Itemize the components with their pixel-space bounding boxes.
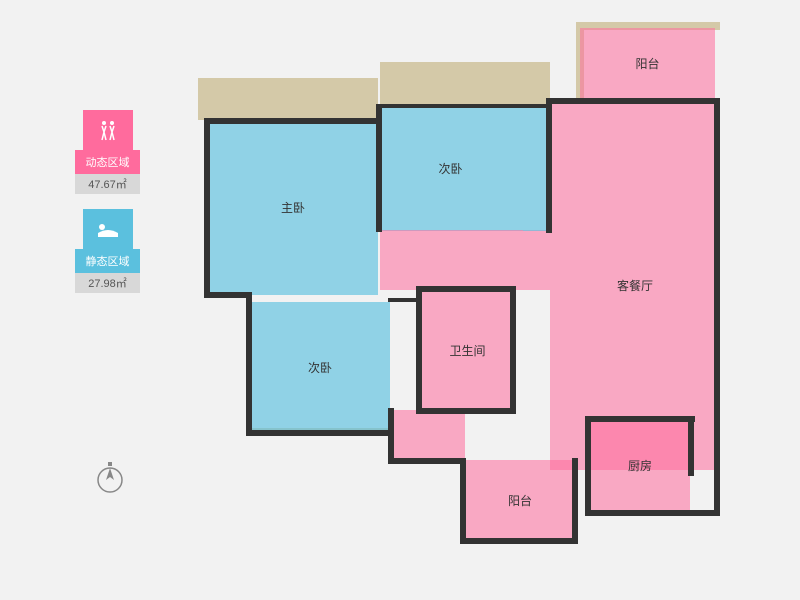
people-icon: [83, 110, 133, 150]
wall: [572, 458, 578, 542]
legend-static-value: 27.98㎡: [75, 273, 140, 293]
legend-dynamic-label: 动态区域: [75, 150, 140, 174]
wall: [585, 416, 695, 422]
wall: [246, 292, 252, 434]
wall: [546, 98, 552, 233]
wall: [714, 98, 720, 516]
floorplan-canvas: 阳台客餐厅主卧次卧次卧卫生间厨房阳台: [190, 20, 760, 580]
room-bed3: 次卧: [250, 302, 390, 432]
wall: [416, 286, 422, 412]
wall: [416, 408, 516, 414]
compass-icon: [95, 460, 125, 490]
wall: [688, 416, 694, 476]
wall: [460, 538, 578, 544]
room-bluehall: [523, 106, 548, 231]
wall: [388, 298, 418, 302]
wall: [204, 292, 250, 298]
wall: [246, 430, 394, 436]
wall: [585, 416, 591, 514]
room-balcony2: 阳台: [465, 460, 575, 540]
balcony-wall: [198, 78, 378, 120]
room-bath: 卫生间: [420, 290, 515, 410]
legend-static-label: 静态区域: [75, 249, 140, 273]
room-hallway: [380, 230, 550, 290]
wall: [388, 408, 394, 462]
room-balcony1: 阳台: [580, 28, 715, 98]
legend-dynamic-value: 47.67㎡: [75, 174, 140, 194]
wall: [550, 98, 720, 104]
legend-static: 静态区域 27.98㎡: [75, 209, 140, 293]
wall: [376, 104, 546, 108]
room-bed2: 次卧: [378, 106, 523, 231]
room-kitchen: 厨房: [590, 420, 690, 510]
wall: [460, 458, 466, 542]
balcony-wall: [380, 62, 550, 104]
legend-panel: 动态区域 47.67㎡ 静态区域 27.98㎡: [75, 110, 140, 308]
wall: [388, 458, 466, 464]
wall: [416, 286, 516, 292]
wall: [206, 118, 378, 124]
wall: [585, 510, 720, 516]
legend-dynamic: 动态区域 47.67㎡: [75, 110, 140, 194]
room-hallway2: [390, 410, 465, 460]
wall: [510, 286, 516, 412]
wall: [204, 118, 210, 296]
room-master: 主卧: [208, 120, 378, 295]
sleep-icon: [83, 209, 133, 249]
room-living: 客餐厅: [550, 100, 720, 470]
